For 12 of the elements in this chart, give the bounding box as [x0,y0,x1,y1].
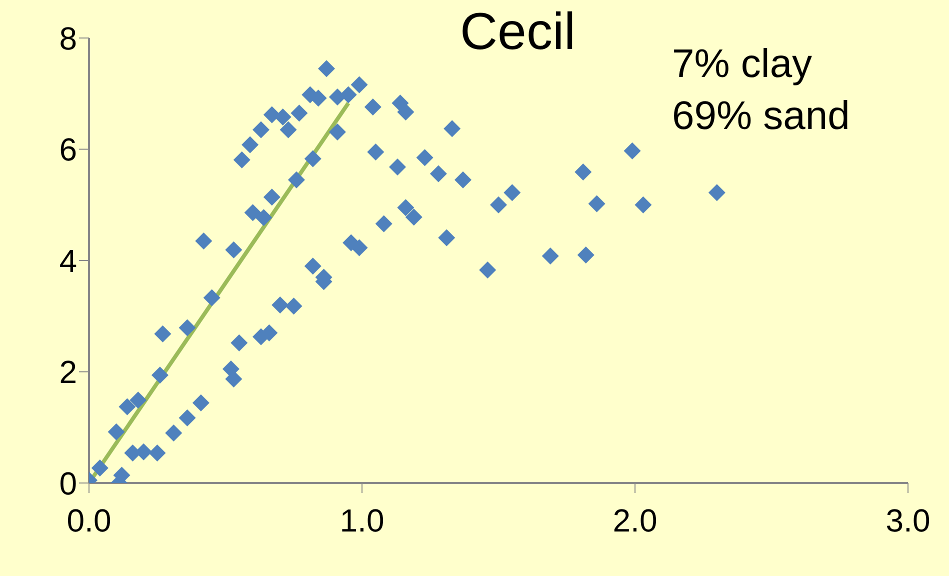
x-tick-label: 2.0 [612,502,658,539]
chart-title: Cecil [460,2,576,62]
x-tick-label: 1.0 [340,502,384,539]
y-tick-label: 0 [59,465,77,502]
y-tick-label: 6 [59,132,77,168]
y-tick-label: 2 [59,354,77,390]
y-tick-label: 8 [59,20,77,56]
y-tick-label: 4 [59,242,77,279]
annotation: 69% sand [672,94,850,139]
x-tick-label: 0.0 [66,502,112,539]
annotation: 7% clay [672,42,812,87]
x-tick-label: 3.0 [886,502,930,539]
